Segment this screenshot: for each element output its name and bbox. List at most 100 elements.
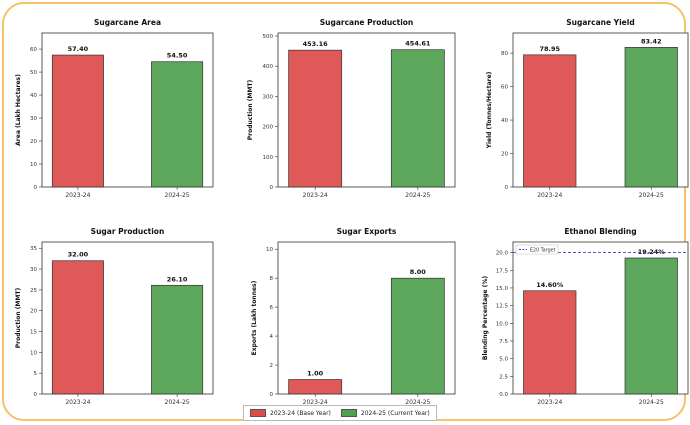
bar-2024-25 <box>624 47 678 188</box>
chart-4: Sugar Production 0 5 10 15 20 25 30 35 Production… <box>15 227 214 406</box>
bar-value-label: 19.24% <box>638 248 666 256</box>
bar-value-label: 54.50 <box>167 52 188 60</box>
legend-item-current: 2024-25 (Current Year) <box>340 409 430 417</box>
legend: 2023-24 (Base Year) 2024-25 (Current Yea… <box>243 405 437 421</box>
x-tick-label: 2023-24 <box>537 192 562 199</box>
y-tick-label: 20 <box>501 152 508 158</box>
y-tick-label: 5.0 <box>499 357 508 363</box>
y-tick-label: 10.0 <box>496 321 509 327</box>
target-legend-box <box>515 244 559 255</box>
x-tick-label: 2024-25 <box>639 399 664 406</box>
y-axis-label: Production (MMT) <box>15 287 22 348</box>
bar-2023-24 <box>51 260 104 395</box>
y-tick-label: 30 <box>30 267 37 273</box>
y-tick-label: 400 <box>263 64 274 70</box>
y-tick-label: 40 <box>501 118 508 124</box>
chart-title: Sugarcane Production <box>320 18 414 27</box>
y-tick-label: 500 <box>263 34 274 40</box>
chart-title: Sugar Exports <box>337 227 397 236</box>
y-tick-label: 10 <box>30 162 37 168</box>
chart-title: Sugarcane Yield <box>566 18 634 27</box>
x-tick-label: 2023-24 <box>65 192 90 199</box>
y-tick-label: 4 <box>270 334 274 340</box>
y-tick-label: 20 <box>30 139 37 145</box>
bar-value-label: 1.00 <box>307 370 324 378</box>
y-axis-label: Blending Percentage (%) <box>482 276 489 360</box>
chart-2: Sugarcane Production 0 100 200 300 400 500 Prod… <box>247 18 456 199</box>
y-tick-label: 2 <box>270 363 274 369</box>
y-tick-label: 10 <box>266 247 273 253</box>
bar-2024-25 <box>390 277 445 395</box>
bar-2023-24 <box>523 54 577 188</box>
y-tick-label: 20.0 <box>496 251 509 257</box>
y-tick-label: 12.5 <box>496 304 509 310</box>
target-legend-label: E20 Target <box>530 248 556 254</box>
y-tick-label: 60 <box>30 47 37 53</box>
bar-2024-25 <box>390 49 445 188</box>
y-tick-label: 60 <box>501 85 508 91</box>
y-tick-label: 0 <box>34 185 38 191</box>
y-tick-label: 5 <box>34 371 38 377</box>
chart-5: Sugar Exports 0 2 4 6 8 10 Exports (Lakh tonnes… <box>251 227 456 406</box>
x-tick-label: 2023-24 <box>303 192 328 199</box>
bar-value-label: 32.00 <box>68 251 89 259</box>
bar-value-label: 83.42 <box>641 37 662 45</box>
x-tick-label: 2024-25 <box>405 399 430 406</box>
chart-3: Sugarcane Yield 0 20 40 60 80 Yield (Tonnes/He… <box>486 18 689 199</box>
x-tick-label: 2024-25 <box>165 399 190 406</box>
chart-title: Sugar Production <box>91 227 165 236</box>
y-tick-label: 20 <box>30 309 37 315</box>
chart-6: Ethanol Blending 0.0 2.5 5.0 7.5 10.0 12.5 15.0… <box>482 227 689 406</box>
bar-value-label: 57.40 <box>68 45 89 53</box>
y-axis-label: Production (MMT) <box>247 79 254 140</box>
y-tick-label: 2.5 <box>499 374 508 380</box>
bar-value-label: 8.00 <box>410 268 427 276</box>
bar-2023-24 <box>288 49 343 188</box>
bar-value-label: 454.61 <box>405 40 431 48</box>
x-tick-label: 2024-25 <box>639 192 664 199</box>
x-tick-label: 2024-25 <box>405 192 430 199</box>
x-tick-label: 2023-24 <box>65 399 90 406</box>
y-tick-label: 15.0 <box>496 286 509 292</box>
y-tick-label: 50 <box>30 70 37 76</box>
chart-title: Sugarcane Area <box>94 18 161 27</box>
y-tick-label: 100 <box>263 155 274 161</box>
y-axis-label: Yield (Tonnes/Hectare) <box>486 71 493 149</box>
bar-2023-24 <box>51 54 104 188</box>
y-tick-label: 10 <box>30 350 37 356</box>
legend-label-base: 2023-24 (Base Year) <box>270 409 331 417</box>
bar-value-label: 14.60% <box>536 281 564 289</box>
y-axis-label: Area (Lakh Hectares) <box>15 74 22 146</box>
bar-2023-24 <box>523 290 577 395</box>
legend-label-current: 2024-25 (Current Year) <box>360 409 430 417</box>
target-legend: E20 Target <box>515 244 559 255</box>
y-tick-label: 0 <box>270 392 274 398</box>
bar-2024-25 <box>151 61 204 188</box>
y-tick-label: 40 <box>30 93 37 99</box>
y-tick-label: 6 <box>270 305 274 311</box>
bar-2024-25 <box>151 284 204 395</box>
legend-item-base: 2023-24 (Base Year) <box>250 409 331 417</box>
bar-value-label: 78.95 <box>539 45 560 53</box>
x-tick-label: 2024-25 <box>165 192 190 199</box>
x-tick-label: 2023-24 <box>303 399 328 406</box>
chart-1: Sugarcane Area 0 10 20 30 40 50 60 Area (Lakh He… <box>15 18 214 199</box>
bar-2024-25 <box>624 257 678 395</box>
y-tick-label: 30 <box>30 116 37 122</box>
bar-2023-24 <box>288 379 343 395</box>
y-tick-label: 0 <box>270 185 274 191</box>
y-tick-label: 17.5 <box>496 268 509 274</box>
y-axis-label: Exports (Lakh tonnes) <box>251 280 258 355</box>
legend-swatch-current <box>340 409 357 417</box>
legend-swatch-base <box>250 409 266 417</box>
y-tick-label: 8 <box>270 276 274 282</box>
bar-value-label: 26.10 <box>167 275 188 283</box>
y-tick-label: 25 <box>30 288 37 294</box>
y-tick-label: 15 <box>30 330 37 336</box>
chart-title: Ethanol Blending <box>564 227 636 236</box>
y-tick-label: 0 <box>34 392 38 398</box>
y-tick-label: 0.0 <box>499 392 508 398</box>
y-tick-label: 80 <box>501 51 508 57</box>
y-tick-label: 7.5 <box>499 339 508 345</box>
